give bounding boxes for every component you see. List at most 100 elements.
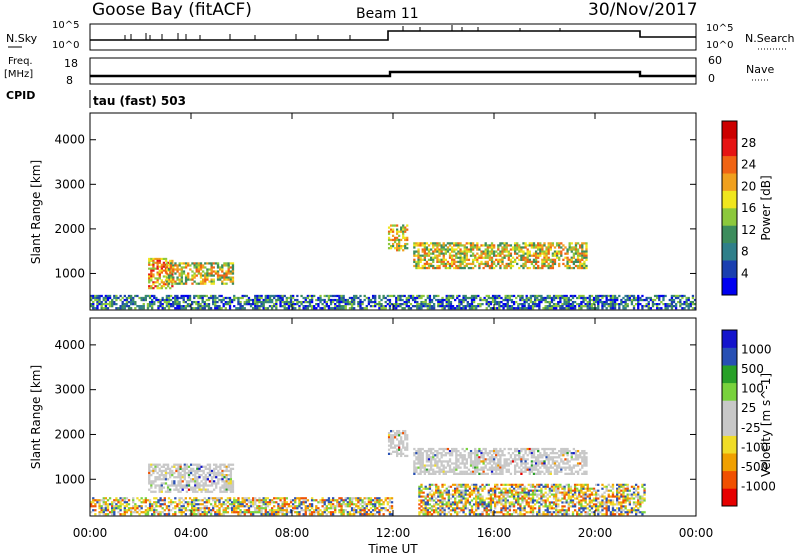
echo-cell [154,465,157,468]
echo-cell [552,294,556,298]
echo-cell [353,503,356,506]
echo-cell [329,307,333,310]
echo-cell [227,480,230,483]
echo-cell [409,294,413,298]
echo-cell [153,507,156,510]
echo-cell [148,303,152,306]
echo-cell [436,466,439,469]
echo-cell [427,468,431,471]
echo-cell [153,303,156,306]
echo-cell [421,264,424,268]
echo-cell [547,256,550,259]
echo-cell [486,468,489,471]
echo-cell [179,484,182,487]
echo-cell [481,487,484,490]
echo-cell [389,245,393,248]
echo-cell [214,497,217,500]
echo-cell [292,296,295,300]
echo-cell [186,296,190,300]
echo-cell [202,484,205,487]
echo-cell [294,505,297,508]
echo-cell [344,298,347,302]
echo-cell [653,294,657,298]
echo-cell [208,262,211,265]
echo-cell [247,509,251,512]
echo-cell [461,472,464,475]
echo-cell [129,511,133,514]
echo-cell [194,476,197,479]
echo-cell [620,300,623,304]
echo-cell [530,462,534,465]
echo-cell [225,467,228,471]
echo-cell [417,252,420,255]
echo-cell [172,264,175,267]
echo-cell [207,296,211,300]
echo-cell [449,493,453,496]
echo-cell [481,303,484,306]
echo-cell [202,471,205,475]
echo-cell [140,305,143,308]
echo-cell [200,465,203,468]
echo-cell [427,460,431,463]
echo-cell [463,472,466,475]
echo-cell [117,499,120,502]
echo-cell [150,480,153,483]
echo-cell [198,469,201,473]
echo-cell [472,485,476,488]
echo-cell [588,300,591,304]
echo-cell [464,491,467,494]
echo-cell [414,305,417,308]
echo-cell [484,464,487,467]
echo-cell [518,470,521,473]
echo-cell [195,300,198,304]
echo-cell [526,244,529,247]
echo-cell [601,294,604,298]
echo-cell [466,499,469,502]
echo-cell [353,296,356,300]
echo-cell [624,305,627,308]
echo-cell [127,499,131,502]
echo-cell [150,465,153,468]
echo-cell [389,442,393,445]
echo-cell [279,505,282,508]
echo-cell [415,456,418,459]
echo-cell [494,511,497,514]
echo-cell [519,487,522,490]
echo-cell [321,499,324,502]
echo-cell [96,300,99,304]
echo-cell [136,497,139,500]
echo-cell [581,244,584,247]
echo-cell [222,513,225,516]
echo-cell [490,266,494,270]
echo-cell [201,294,204,298]
echo-cell [505,250,508,253]
echo-cell [221,266,224,269]
echo-cell [158,257,161,260]
echo-cell [413,242,416,245]
echo-cell [456,503,459,506]
echo-cell [484,460,487,463]
echo-cell [197,300,200,304]
echo-cell [201,499,204,502]
echo-cell [344,303,347,306]
echo-cell [391,245,395,248]
echo-cell [488,452,492,455]
echo-cell [468,501,472,504]
echo-cell [482,472,485,475]
echo-cell [197,268,201,271]
echo-cell [495,472,498,475]
echo-cell [454,307,457,310]
echo-cell [460,495,463,498]
echo-cell [435,497,438,500]
echo-cell [402,230,405,233]
echo-cell [475,294,478,298]
echo-cell [482,250,485,253]
echo-cell [469,470,473,473]
echo-cell [340,511,343,514]
echo-cell [445,296,448,300]
echo-cell [223,469,226,473]
echo-cell [138,513,141,516]
echo-cell [418,485,421,488]
echo-cell [463,266,466,270]
echo-cell [160,269,163,272]
